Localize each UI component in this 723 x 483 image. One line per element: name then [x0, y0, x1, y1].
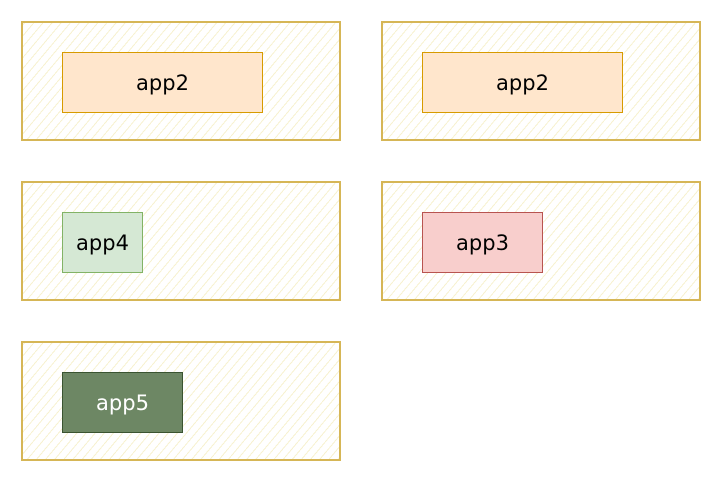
container-4: app3 — [381, 181, 701, 301]
app3-box[interactable]: app3 — [422, 212, 543, 273]
container-1: app2 — [21, 21, 341, 141]
app4-box[interactable]: app4 — [62, 212, 143, 273]
container-3: app4 — [21, 181, 341, 301]
app2-box-left[interactable]: app2 — [62, 52, 263, 113]
app2-box-right[interactable]: app2 — [422, 52, 623, 113]
container-2: app2 — [381, 21, 701, 141]
container-5: app5 — [21, 341, 341, 461]
app5-box[interactable]: app5 — [62, 372, 183, 433]
